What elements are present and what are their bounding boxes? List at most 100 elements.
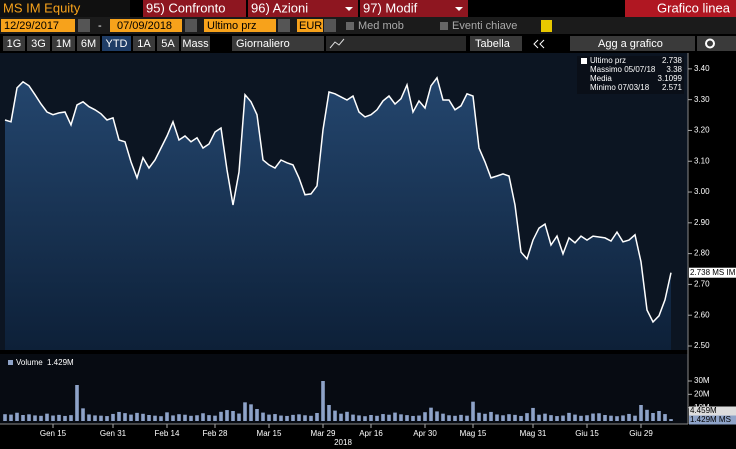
volume-bar	[351, 414, 355, 421]
calendar-icon[interactable]	[185, 19, 197, 32]
tab-label[interactable]: 97) Modif	[363, 0, 418, 15]
volume-bar	[585, 415, 589, 421]
period-label[interactable]: YTD	[106, 38, 128, 50]
tab[interactable]	[360, 0, 468, 17]
period-label[interactable]: 1A	[137, 38, 151, 50]
volume-panel	[0, 354, 688, 424]
volume-bar	[627, 413, 631, 421]
volume-bar	[339, 413, 343, 421]
volume-bar	[573, 414, 577, 421]
field-select[interactable]	[204, 19, 276, 32]
volume-bar	[225, 410, 229, 421]
add-button[interactable]: Agg a grafico	[598, 38, 663, 50]
y-tick-label: 3.10	[694, 156, 710, 165]
period-button[interactable]	[52, 36, 75, 51]
start-date[interactable]: 12/29/2017	[4, 20, 59, 32]
volume-bar	[63, 415, 67, 421]
volume-bar	[207, 415, 211, 421]
checkbox[interactable]	[346, 22, 354, 30]
x-tick-label: Mag 15	[460, 429, 487, 438]
volume-bar	[153, 415, 157, 421]
period-label[interactable]: 1G	[7, 38, 22, 50]
calendar-icon[interactable]	[78, 19, 90, 32]
period-button[interactable]	[181, 36, 210, 51]
volume-bar	[381, 414, 385, 421]
dropdown[interactable]	[278, 19, 290, 32]
settings-button[interactable]	[697, 36, 736, 51]
volume-bar	[3, 414, 7, 421]
x-tick-label: Gen 15	[40, 429, 67, 438]
volume-bar	[267, 414, 271, 421]
period-button[interactable]	[102, 36, 131, 51]
option[interactable]: Eventi chiave	[452, 20, 517, 32]
date-field[interactable]	[110, 19, 182, 32]
volume-bar	[345, 411, 349, 421]
period-button[interactable]	[77, 36, 100, 51]
option[interactable]: Med mob	[358, 20, 404, 32]
volume-bar	[555, 416, 559, 421]
button[interactable]	[470, 36, 522, 51]
info-icon[interactable]	[541, 20, 552, 32]
volume-bar	[261, 412, 265, 421]
volume-tag-box	[689, 406, 736, 416]
period-button[interactable]	[27, 36, 50, 51]
period-label[interactable]: Mass	[182, 38, 209, 50]
stat-label: Media	[590, 74, 612, 83]
period-label[interactable]: 1M	[56, 38, 71, 50]
tab-label[interactable]: 95) Confronto	[146, 0, 226, 15]
volume-bar	[237, 413, 241, 421]
period-button[interactable]	[157, 36, 179, 51]
tab[interactable]	[143, 0, 246, 17]
field[interactable]: Ultimo prz	[207, 20, 257, 32]
y-tick-label: 2.70	[694, 280, 710, 289]
y-tick-label: 3.00	[694, 187, 710, 196]
period-button[interactable]	[3, 36, 25, 51]
y-tick-label: 2.90	[694, 218, 710, 227]
table-button[interactable]: Tabella	[475, 38, 511, 50]
volume-bar	[315, 413, 319, 421]
stat-label: Massimo 05/07/18	[590, 65, 656, 74]
date-field[interactable]	[1, 19, 75, 32]
button[interactable]	[570, 36, 695, 51]
collapse-icon[interactable]	[533, 39, 545, 49]
volume-bar	[657, 411, 661, 421]
frequency[interactable]: Giornaliero	[236, 38, 290, 50]
price-area	[5, 77, 671, 351]
frequency-select[interactable]	[232, 36, 324, 51]
tab-label[interactable]: 96) Azioni	[251, 0, 308, 15]
volume-bar	[435, 411, 439, 421]
volume-bar	[411, 415, 415, 421]
line-icon	[329, 38, 345, 49]
volume-bar	[117, 411, 121, 421]
volume-bar	[603, 415, 607, 421]
currency[interactable]: EUR	[299, 20, 322, 32]
end-date[interactable]: 07/09/2018	[117, 20, 172, 32]
volume-bar	[357, 415, 361, 421]
volume-bar	[21, 415, 25, 421]
volume-bar	[75, 385, 79, 421]
volume-bar	[321, 381, 325, 421]
volume-bar	[87, 414, 91, 421]
y-tick-label: 20M	[694, 389, 710, 398]
period-label[interactable]: 3G	[31, 38, 46, 50]
period-label[interactable]: 6M	[81, 38, 96, 50]
currency-select[interactable]	[297, 19, 323, 32]
checkbox[interactable]	[440, 22, 448, 30]
icon-bar[interactable]	[326, 36, 466, 51]
gear-icon	[705, 38, 715, 49]
volume-bar	[195, 415, 199, 421]
volume-bar	[471, 401, 475, 421]
volume-bar	[219, 411, 223, 421]
volume-bar	[579, 415, 583, 421]
period-label[interactable]: 5A	[161, 38, 175, 50]
volume-bar	[135, 412, 139, 421]
y-tick-label: 3.20	[694, 126, 710, 135]
volume-bar	[465, 415, 469, 421]
volume-bar	[249, 404, 253, 421]
legend-swatch	[8, 360, 13, 365]
volume-bar	[399, 414, 403, 421]
period-button[interactable]	[133, 36, 155, 51]
tab[interactable]	[248, 0, 358, 17]
dropdown[interactable]	[324, 19, 336, 32]
volume-bar	[9, 414, 13, 421]
